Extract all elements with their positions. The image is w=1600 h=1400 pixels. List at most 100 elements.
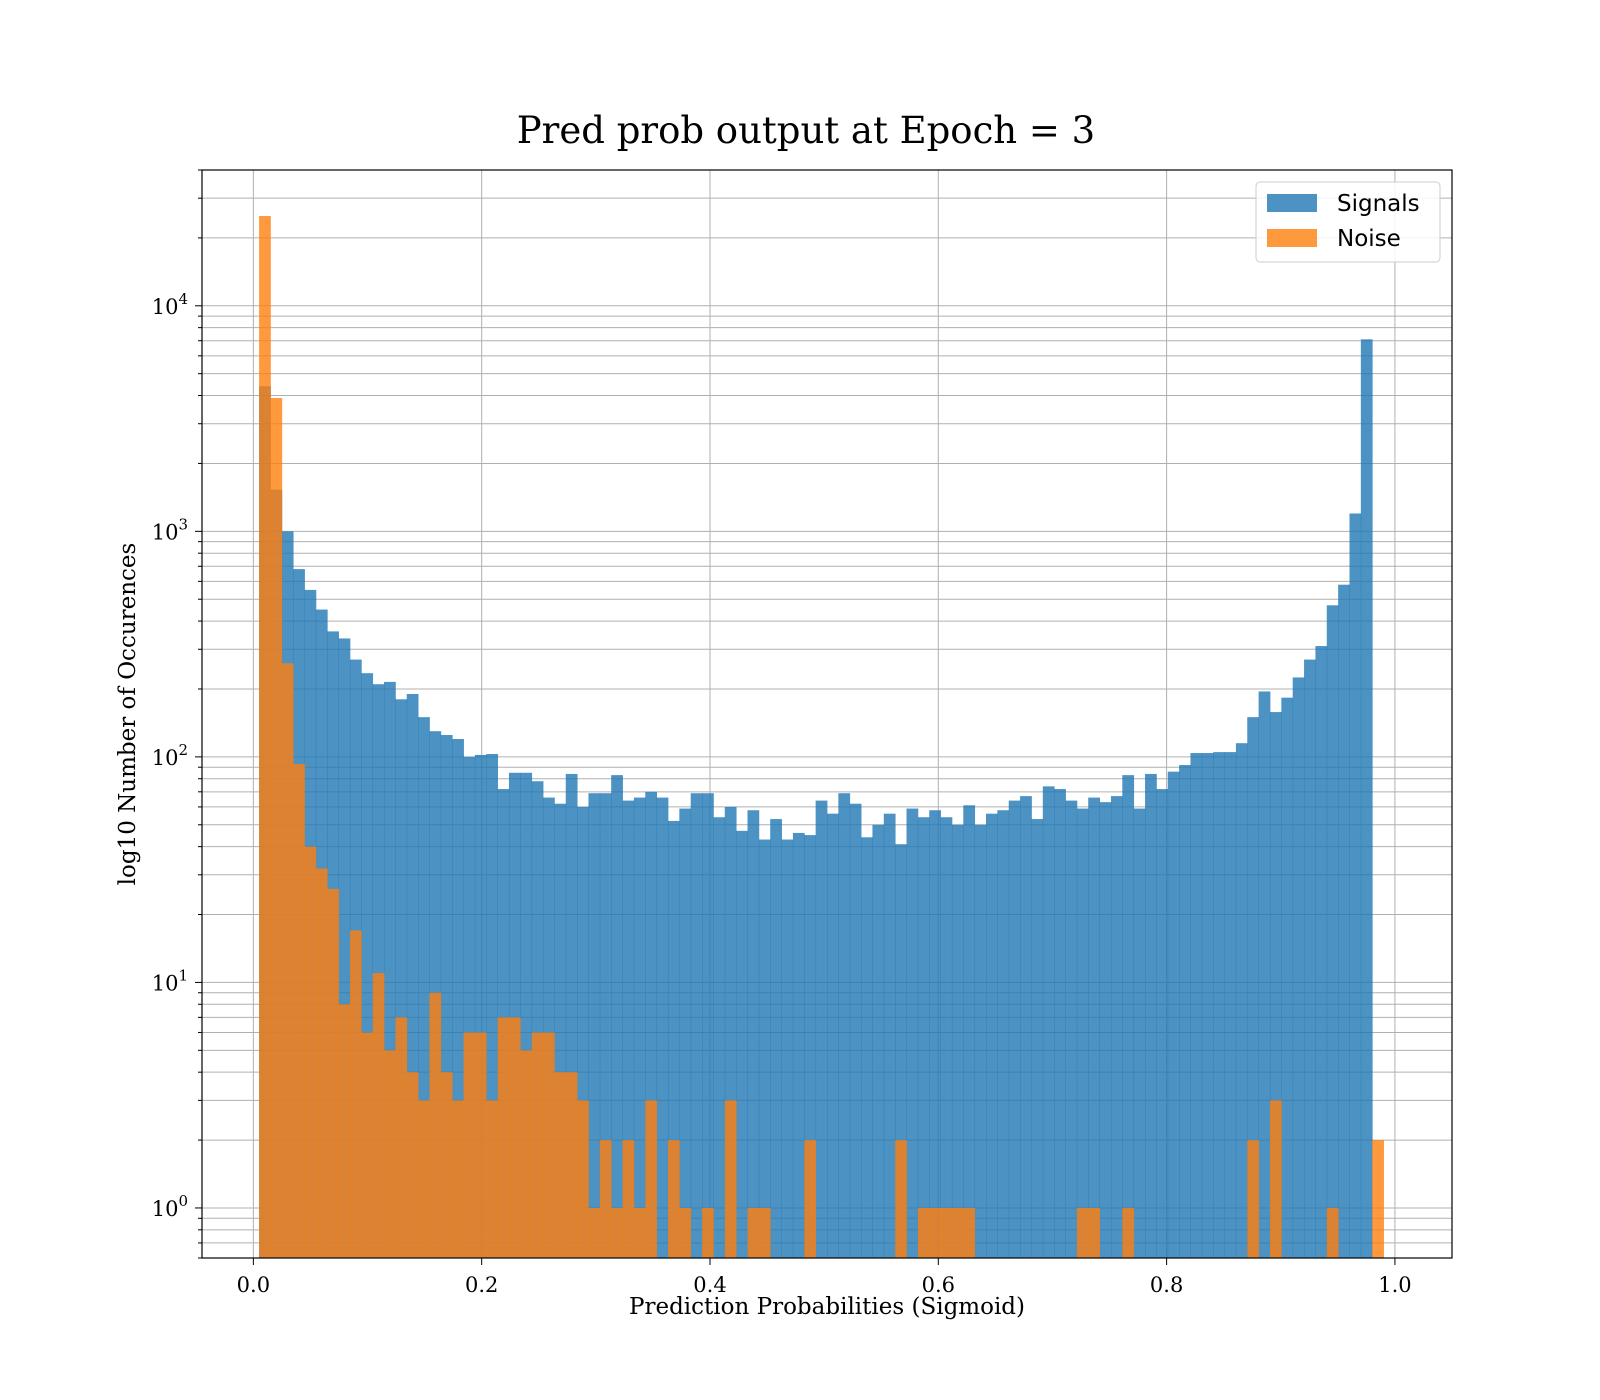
bar-signals	[940, 817, 953, 1258]
bar-noise	[1076, 1207, 1089, 1258]
bar-noise	[440, 1072, 453, 1258]
bar-noise	[463, 1032, 476, 1258]
bar-signals	[1076, 808, 1089, 1258]
bar-signals	[713, 817, 726, 1258]
bar-signals	[758, 839, 771, 1258]
bar-signals	[951, 824, 964, 1258]
bar-signals	[508, 772, 521, 1258]
bar-noise	[395, 1017, 408, 1258]
bar-signals	[452, 739, 464, 1258]
plot-frame	[201, 169, 1453, 1259]
bar-signals	[1133, 808, 1146, 1258]
bar-signals	[520, 772, 533, 1258]
legend: Signals Noise	[1255, 181, 1441, 263]
bar-noise	[599, 1140, 612, 1258]
bar-signals	[1179, 765, 1191, 1258]
bar-signals	[792, 832, 805, 1258]
bar-noise	[645, 1100, 658, 1258]
bar-signals	[1258, 691, 1271, 1258]
bar-noise	[520, 1050, 533, 1258]
y-tick-label: 104	[152, 290, 188, 319]
bar-noise	[372, 973, 385, 1258]
x-tick-label: 0.2	[465, 1273, 498, 1297]
bar-noise	[508, 1017, 521, 1258]
bar-signals	[645, 791, 658, 1258]
bar-signals	[599, 793, 612, 1258]
bar-signals	[1054, 789, 1066, 1258]
bar-signals	[1213, 752, 1225, 1258]
bar-signals	[1008, 800, 1021, 1258]
bar-signals	[1110, 796, 1123, 1258]
bar-signals	[1042, 786, 1055, 1258]
bar-signals	[872, 824, 885, 1258]
bar-signals	[747, 810, 760, 1258]
y-tick-exponent: 4	[178, 290, 188, 308]
bar-noise	[633, 1207, 646, 1258]
bar-signals	[588, 793, 601, 1258]
bar-noise	[349, 930, 362, 1258]
bar-noise	[1372, 1140, 1384, 1258]
y-tick-base: 10	[152, 746, 179, 770]
bar-signals	[406, 694, 419, 1258]
bar-noise	[497, 1017, 510, 1258]
bar-signals	[1281, 697, 1294, 1258]
y-tick-base: 10	[152, 1197, 179, 1221]
bar-signals	[1201, 753, 1214, 1258]
bar-signals	[543, 797, 555, 1258]
bar-noise	[679, 1207, 692, 1258]
bar-signals	[724, 806, 737, 1258]
x-tick-label: 1.0	[1378, 1273, 1411, 1297]
bar-signals	[690, 793, 703, 1258]
bar-noise	[895, 1140, 907, 1258]
bar-noise	[702, 1207, 714, 1258]
bar-signals	[815, 800, 828, 1258]
legend-swatch-noise	[1267, 229, 1317, 247]
bar-noise	[940, 1207, 953, 1258]
bar-signals	[781, 839, 794, 1258]
bar-signals	[1269, 712, 1282, 1258]
bar-noise	[1326, 1207, 1339, 1258]
bar-signals	[1156, 789, 1169, 1258]
bar-signals	[1224, 752, 1237, 1258]
chart-title: Pred prob output at Epoch = 3	[517, 109, 1095, 152]
bar-signals	[986, 813, 998, 1258]
series-noise	[259, 216, 1384, 1259]
bar-signals	[736, 830, 748, 1258]
bar-signals	[702, 793, 714, 1258]
x-tick-label: 0.4	[693, 1273, 726, 1297]
bar-signals	[770, 819, 782, 1258]
bar-noise	[384, 1050, 396, 1258]
x-tick-label: 0.6	[922, 1273, 955, 1297]
bar-signals	[463, 756, 476, 1258]
bar-signals	[1190, 753, 1203, 1258]
bar-noise	[724, 1100, 737, 1258]
bar-signals	[577, 806, 589, 1258]
bar-noise	[667, 1140, 680, 1258]
bar-signals	[679, 808, 692, 1258]
bar-noise	[588, 1207, 601, 1258]
bar-signals	[838, 793, 851, 1258]
bar-noise	[1269, 1100, 1282, 1258]
bar-noise	[531, 1032, 544, 1258]
bar-noise	[406, 1072, 419, 1258]
bar-signals	[1099, 802, 1112, 1258]
bar-signals	[486, 753, 499, 1258]
y-tick-base: 10	[152, 520, 179, 544]
bar-signals	[1020, 796, 1032, 1258]
bar-signals	[622, 800, 635, 1258]
y-axis-label: log10 Number of Occurences	[115, 543, 141, 886]
bar-signals	[554, 803, 567, 1258]
bar-noise	[1122, 1207, 1135, 1258]
bar-signals	[917, 817, 930, 1258]
bar-signals	[531, 781, 544, 1258]
bar-noise	[293, 763, 305, 1258]
bar-noise	[622, 1140, 635, 1258]
bar-noise	[486, 1100, 499, 1258]
bar-signals	[372, 684, 385, 1258]
bar-noise	[304, 846, 317, 1258]
bar-noise	[1247, 1140, 1260, 1258]
bar-signals	[1167, 771, 1180, 1258]
y-tick-label: 102	[152, 741, 188, 770]
bar-noise	[804, 1140, 817, 1258]
bar-signals	[827, 813, 839, 1258]
